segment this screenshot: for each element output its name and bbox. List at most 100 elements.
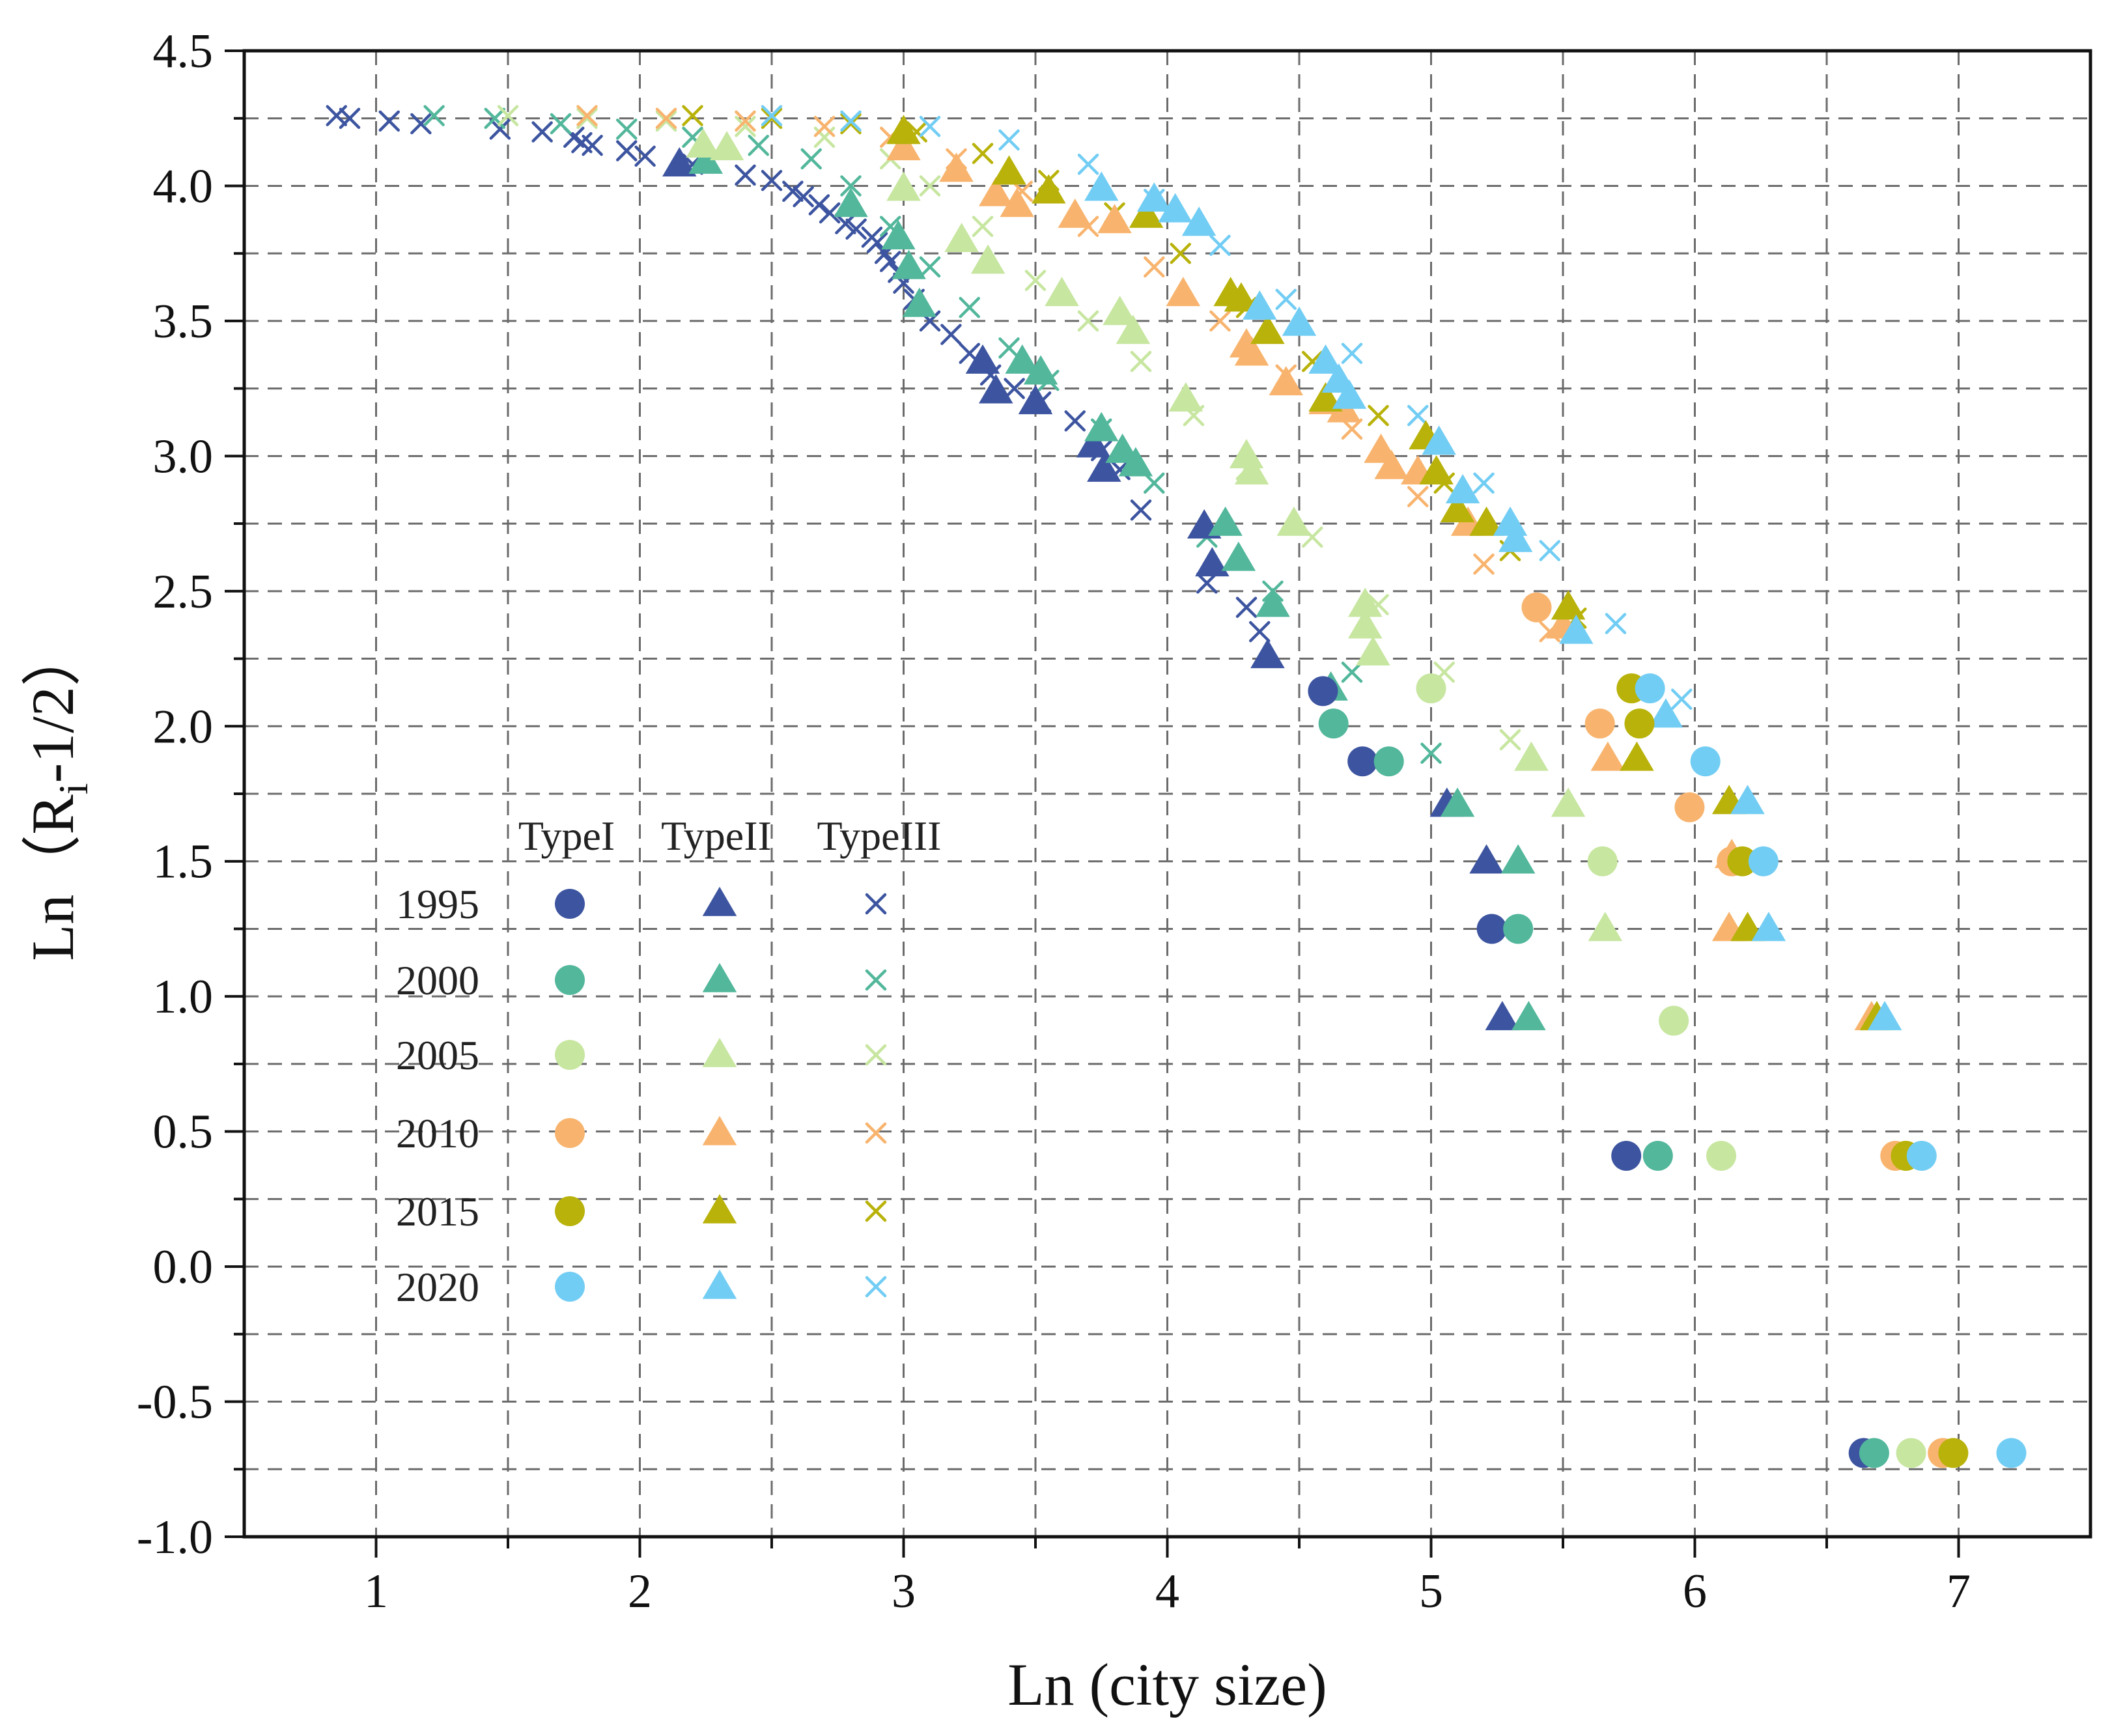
legend-marker [865,1044,887,1066]
data-point [1229,439,1264,469]
y-tick-label: -0.5 [137,1376,213,1429]
legend-marker [865,1276,887,1298]
data-point [1648,698,1683,728]
data-point [1512,1001,1546,1031]
legend-marker [555,965,585,995]
data-point [1341,662,1363,683]
y-tick-label: -1.0 [137,1511,213,1564]
data-point [761,107,783,129]
data-point [1748,846,1779,876]
data-point [835,213,856,234]
data-point [944,223,979,253]
legend-marker [702,962,737,992]
data-point [1221,541,1256,571]
series-2000-typei [1318,708,1889,1468]
data-marks [326,105,2027,1468]
data-point [1419,455,1454,485]
data-point [1590,741,1625,771]
data-point [582,134,603,156]
data-point [819,202,841,224]
data-point [1243,290,1277,320]
data-point [497,105,519,126]
data-point [1275,288,1297,310]
data-point [959,296,980,318]
data-point [992,155,1026,185]
data-point [1368,404,1389,427]
data-point [1859,1438,1889,1468]
data-point [1208,506,1243,536]
data-point [782,180,804,203]
x-tick-label: 2 [628,1565,652,1618]
data-point [902,287,937,317]
data-point [550,113,572,135]
data-point [919,115,941,137]
data-point [1938,1438,1969,1468]
legend-marker [865,969,887,991]
y-tick-label: 2.5 [153,565,214,619]
data-point [1356,636,1390,665]
data-point [1416,673,1446,704]
data-point [735,110,756,132]
axes: 1 2 3 4 5 6 7 -1.0 -0.5 0.0 0.5 1.0 1.5 2.0 2.5 3.0 3.5 4… [20,25,2092,1718]
data-point [840,113,862,135]
data-point [1168,382,1203,412]
data-point [1158,193,1192,223]
data-point [423,105,445,126]
data-point [1469,844,1504,874]
data-point [378,110,400,132]
data-point [1181,206,1217,236]
data-point [576,107,598,129]
data-point [1500,844,1536,874]
y-tick-label: 1.5 [153,835,214,889]
data-point [1144,472,1165,494]
data-point [1440,787,1475,817]
data-point [1318,708,1349,739]
x-axis-title: Ln (city size) [1007,1651,1327,1718]
data-point [1024,270,1047,291]
y-tick-label: 3.5 [153,295,214,348]
data-point [1347,746,1378,777]
legend: TypeI TypeII TypeIII 1995 2000 2005 2010 2015 20… [396,813,941,1310]
data-point [1005,344,1039,374]
legend-marker [702,1115,737,1145]
data-point [1469,506,1504,536]
data-point [1234,336,1269,366]
series-2000-typeii [688,144,1546,1031]
data-point [1250,315,1285,344]
data-point [793,186,814,208]
y-tick-label: 4.5 [153,25,214,78]
data-point [1659,1005,1689,1036]
data-point [1867,1001,1902,1031]
data-point [1282,306,1317,336]
data-point [1440,493,1475,523]
data-point [1269,366,1303,396]
series-2005-typei [1416,673,1926,1468]
data-point [1077,154,1099,175]
data-point [886,115,921,145]
data-point [1498,522,1533,552]
data-point [682,105,703,126]
data-point [1249,621,1271,643]
data-point [1077,310,1099,332]
y-axis-title-subscript: i [50,783,96,794]
data-point [339,107,361,129]
data-point [1906,1140,1937,1171]
legend-marker [865,893,887,915]
data-point [735,164,756,186]
series-2020-typeiii [761,105,1693,710]
data-point [881,220,916,250]
data-point [886,131,921,161]
data-point [1551,787,1586,817]
legend-type-label: TypeII [661,813,772,859]
data-point [1407,404,1429,427]
data-point [1407,486,1429,507]
data-point [748,134,769,156]
data-point [1559,614,1594,644]
data-point [1706,1140,1736,1171]
data-point [1642,1140,1673,1171]
data-point [531,121,553,143]
data-point [1224,282,1259,312]
data-point [1551,590,1586,620]
y-tick-label: 0.0 [153,1240,214,1294]
legend-marker [555,1118,585,1148]
